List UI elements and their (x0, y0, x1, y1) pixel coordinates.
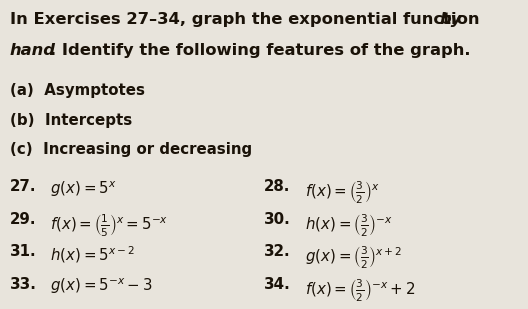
Text: (b)  Intercepts: (b) Intercepts (10, 113, 132, 128)
Text: $g(x) = 5^{x}$: $g(x) = 5^{x}$ (50, 179, 117, 199)
Text: 27.: 27. (10, 179, 36, 194)
Text: 33.: 33. (10, 277, 36, 292)
Text: $f(x) = \left(\frac{3}{2}\right)^{x}$: $f(x) = \left(\frac{3}{2}\right)^{x}$ (305, 179, 380, 205)
Text: 32.: 32. (264, 244, 290, 259)
Text: (a)  Asymptotes: (a) Asymptotes (10, 83, 145, 99)
Text: by: by (440, 12, 462, 27)
Text: $f(x) = \left(\frac{1}{5}\right)^{x} = 5^{-x}$: $f(x) = \left(\frac{1}{5}\right)^{x} = 5… (50, 212, 168, 238)
Text: $g(x) = \left(\frac{3}{2}\right)^{x+2}$: $g(x) = \left(\frac{3}{2}\right)^{x+2}$ (305, 244, 402, 270)
Text: (c)  Increasing or decreasing: (c) Increasing or decreasing (10, 142, 252, 157)
Text: 30.: 30. (264, 212, 291, 227)
Text: $g(x) = 5^{-x} - 3$: $g(x) = 5^{-x} - 3$ (50, 277, 153, 296)
Text: $f(x) = \left(\frac{3}{2}\right)^{-x} + 2$: $f(x) = \left(\frac{3}{2}\right)^{-x} + … (305, 277, 416, 303)
Text: . Identify the following features of the graph.: . Identify the following features of the… (50, 43, 470, 58)
Text: 29.: 29. (10, 212, 36, 227)
Text: In Exercises 27–34, graph the exponential function: In Exercises 27–34, graph the exponentia… (10, 12, 485, 27)
Text: 28.: 28. (264, 179, 290, 194)
Text: $h(x) = \left(\frac{3}{2}\right)^{-x}$: $h(x) = \left(\frac{3}{2}\right)^{-x}$ (305, 212, 393, 238)
Text: 31.: 31. (10, 244, 36, 259)
Text: $h(x) = 5^{x-2}$: $h(x) = 5^{x-2}$ (50, 244, 135, 265)
Text: hand: hand (10, 43, 55, 58)
Text: 34.: 34. (264, 277, 291, 292)
